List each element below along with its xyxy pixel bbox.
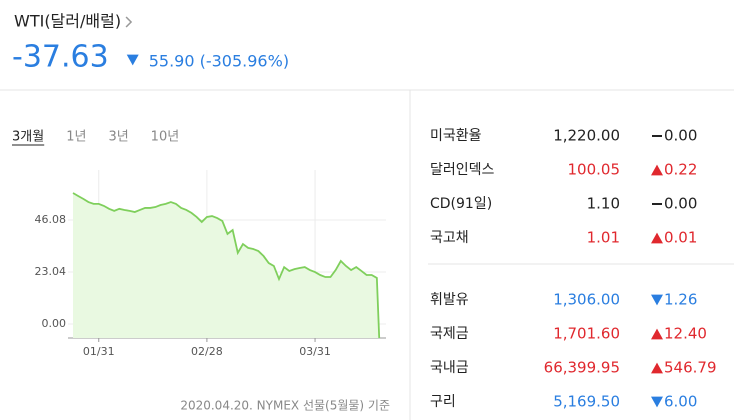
rate-value: 1,220.00: [553, 127, 620, 145]
price: -37.63: [12, 40, 109, 75]
title[interactable]: WTI(달러/배럴): [14, 12, 121, 31]
y-tick-label: 46.08: [35, 213, 67, 226]
chevron-icon: [125, 16, 133, 28]
rate-value: 1,701.60: [553, 325, 620, 343]
direction-icon: [651, 396, 663, 408]
rate-name[interactable]: 휘발유: [430, 292, 469, 308]
direction-icon: [651, 328, 663, 340]
x-tick-label: 02/28: [191, 345, 223, 358]
rate-name[interactable]: 구리: [430, 394, 456, 410]
tab[interactable]: 1년: [66, 130, 86, 145]
rate-change: 0.01: [664, 229, 697, 247]
rate-value: 1.10: [587, 195, 620, 213]
x-tick-label: 03/31: [299, 345, 331, 358]
rate-value: 66,399.95: [544, 359, 620, 377]
rate-name[interactable]: CD(91일): [430, 196, 492, 212]
tab[interactable]: 10년: [151, 130, 180, 145]
direction-icon: [651, 232, 663, 244]
rate-value: 1,306.00: [553, 291, 620, 309]
rate-change: 0.22: [664, 161, 697, 179]
rate-change: 1.26: [664, 291, 697, 309]
x-tick-label: 01/31: [83, 345, 115, 358]
direction-icon: [126, 54, 139, 66]
rate-value: 100.05: [568, 161, 621, 179]
change: 55.90 (-305.96%): [149, 52, 289, 71]
rate-change: 0.00: [664, 127, 697, 145]
rate-value: 5,169.50: [553, 393, 620, 411]
y-tick-label: 23.04: [35, 265, 67, 278]
rate-name[interactable]: 달러인덱스: [430, 162, 495, 178]
direction-icon: [651, 294, 663, 306]
tab[interactable]: 3개월: [12, 130, 44, 145]
y-tick-label: 0.00: [42, 317, 67, 330]
rate-change: 6.00: [664, 393, 697, 411]
direction-icon: [651, 164, 663, 176]
rate-name[interactable]: 국내금: [430, 360, 469, 376]
rate-change: 546.79: [664, 359, 717, 377]
line: [72, 192, 381, 338]
rate-change: 12.40: [664, 325, 707, 343]
rate-value: 1.01: [587, 229, 620, 247]
footnote: 2020.04.20. NYMEX 선물(5월물) 기준: [180, 399, 390, 413]
rate-name[interactable]: 국고채: [430, 230, 469, 246]
tab[interactable]: 3년: [108, 130, 128, 145]
rate-change: 0.00: [664, 195, 697, 213]
direction-icon: [651, 362, 663, 374]
rate-name[interactable]: 미국환율: [430, 128, 482, 144]
area: [73, 193, 382, 338]
rate-name[interactable]: 국제금: [430, 326, 469, 342]
